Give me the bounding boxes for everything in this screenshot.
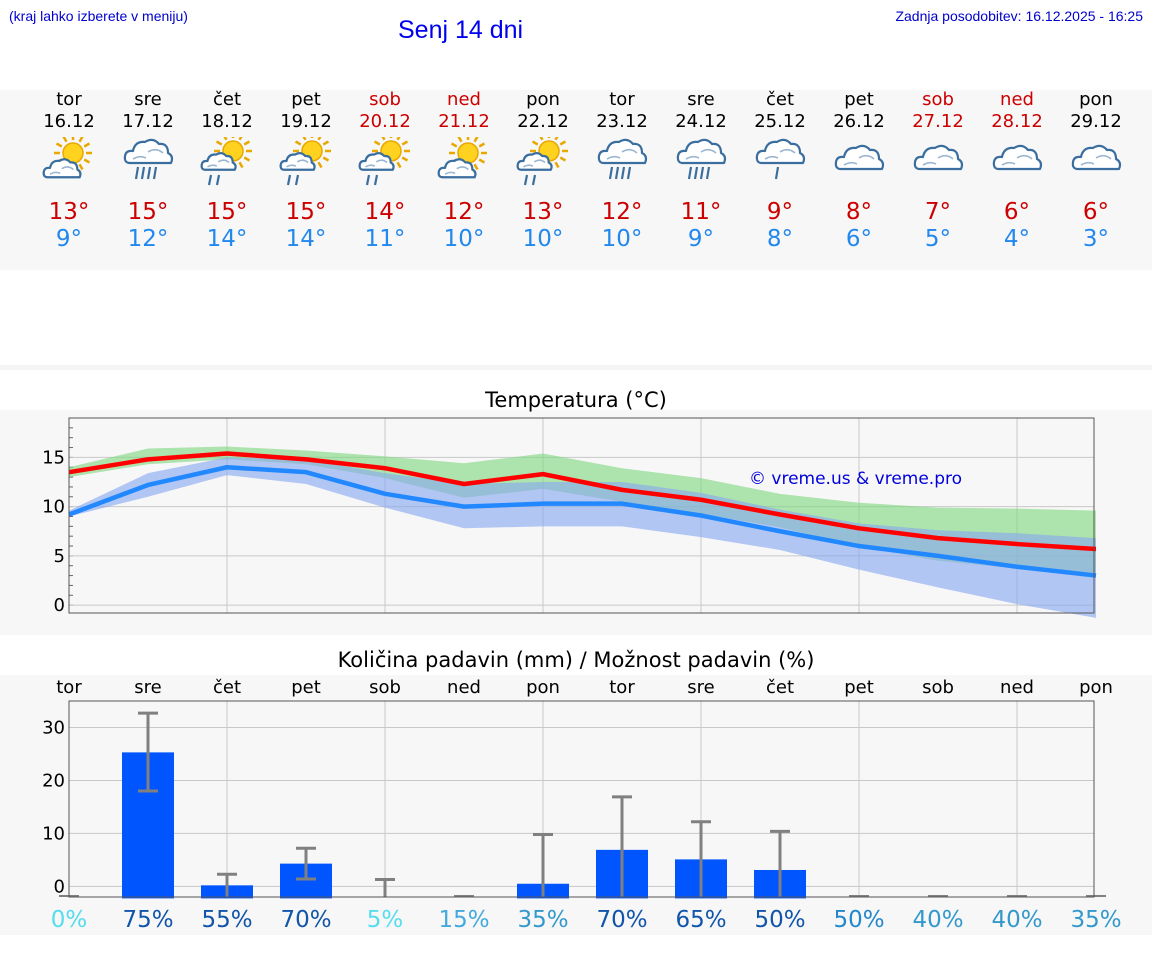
day-date: 27.12	[912, 111, 964, 132]
page-title: Senj 14 dni	[398, 16, 524, 44]
day-date: 16.12	[43, 111, 95, 132]
day-name: pet	[844, 89, 874, 110]
day-date: 22.12	[517, 111, 569, 132]
sun-cloud-rain-icon	[513, 132, 573, 191]
day-forecast: ned 21.12 12° 10°	[425, 89, 503, 259]
cloud-rain-icon	[750, 137, 810, 191]
day-date: 19.12	[280, 111, 332, 132]
day-date: 26.12	[833, 111, 885, 132]
temperature-panel	[0, 410, 1152, 635]
temp-max: 6°	[1003, 199, 1031, 225]
day-forecast: pet 26.12 8° 6°	[820, 89, 898, 259]
temp-max: 12°	[601, 199, 643, 225]
temp-min: 5°	[924, 226, 952, 252]
day-forecast: čet 25.12 9° 8°	[741, 89, 819, 259]
temp-min: 9°	[687, 226, 715, 252]
temp-min: 9°	[55, 226, 83, 252]
temp-min: 8°	[766, 226, 794, 252]
cloud-heavy-rain-icon	[118, 137, 178, 191]
day-name: ned	[447, 89, 481, 110]
location-hint: (kraj lahko izberete v meniju)	[9, 8, 188, 24]
day-date: 28.12	[991, 111, 1043, 132]
cloud-heavy-rain-icon	[671, 137, 731, 191]
cloud-heavy-rain-icon	[592, 137, 652, 191]
temp-max: 9°	[766, 199, 794, 225]
temp-min: 10°	[522, 226, 564, 252]
day-forecast: tor 16.12 13° 9°	[30, 89, 108, 259]
temp-max: 8°	[845, 199, 873, 225]
day-forecast: sre 17.12 15° 12°	[109, 89, 187, 259]
day-name: čet	[765, 89, 795, 110]
spacer-panel	[0, 365, 1152, 370]
temp-min: 12°	[127, 226, 169, 252]
day-date: 25.12	[754, 111, 806, 132]
day-forecast: ned 28.12 6° 4°	[978, 89, 1056, 259]
day-date: 18.12	[201, 111, 253, 132]
temp-min: 4°	[1003, 226, 1031, 252]
cloud-icon	[987, 137, 1047, 191]
sun-cloud-rain-icon	[355, 132, 415, 191]
day-date: 23.12	[596, 111, 648, 132]
sun-cloud-rain-icon	[197, 132, 257, 191]
day-name: sre	[134, 89, 162, 110]
cloud-icon	[1066, 137, 1126, 191]
temp-max: 15°	[285, 199, 327, 225]
temp-max: 7°	[924, 199, 952, 225]
temp-max: 12°	[443, 199, 485, 225]
temp-min: 14°	[285, 226, 327, 252]
day-forecast: pet 19.12 15° 14°	[267, 89, 345, 259]
day-date: 29.12	[1070, 111, 1122, 132]
day-name: sre	[687, 89, 715, 110]
cloud-icon	[829, 137, 889, 191]
day-forecast: sre 24.12 11° 9°	[662, 89, 740, 259]
day-forecast: tor 23.12 12° 10°	[583, 89, 661, 259]
sun-cloud-icon	[39, 134, 99, 191]
temp-min: 3°	[1082, 226, 1110, 252]
day-name: sob	[369, 89, 401, 110]
day-forecast: sob 20.12 14° 11°	[346, 89, 424, 259]
day-forecast: čet 18.12 15° 14°	[188, 89, 266, 259]
temp-max: 15°	[127, 199, 169, 225]
sun-cloud-icon	[434, 134, 494, 191]
cloud-icon	[908, 137, 968, 191]
day-date: 24.12	[675, 111, 727, 132]
day-name: tor	[609, 89, 635, 110]
temp-min: 10°	[443, 226, 485, 252]
daily-forecast-panel	[0, 90, 1152, 270]
sun-cloud-rain-icon	[276, 132, 336, 191]
temp-max: 6°	[1082, 199, 1110, 225]
temp-max: 13°	[522, 199, 564, 225]
day-name: pet	[291, 89, 321, 110]
day-name: ned	[1000, 89, 1034, 110]
day-name: pon	[526, 89, 560, 110]
day-forecast: pon 22.12 13° 10°	[504, 89, 582, 259]
temp-max: 15°	[206, 199, 248, 225]
last-updated: Zadnja posodobitev: 16.12.2025 - 16:25	[895, 8, 1143, 24]
day-date: 20.12	[359, 111, 411, 132]
precipitation-panel	[0, 675, 1152, 935]
day-name: sob	[922, 89, 954, 110]
day-forecast: pon 29.12 6° 3°	[1057, 89, 1135, 259]
day-date: 21.12	[438, 111, 490, 132]
temp-min: 11°	[364, 226, 406, 252]
temp-min: 14°	[206, 226, 248, 252]
day-name: tor	[56, 89, 82, 110]
day-name: pon	[1079, 89, 1113, 110]
precipitation-chart-title: Količina padavin (mm) / Možnost padavin …	[337, 648, 815, 672]
temp-max: 13°	[48, 199, 90, 225]
temp-min: 6°	[845, 226, 873, 252]
temp-min: 10°	[601, 226, 643, 252]
temp-max: 11°	[680, 199, 722, 225]
temperature-chart-title: Temperatura (°C)	[485, 388, 667, 412]
temp-max: 14°	[364, 199, 406, 225]
day-forecast: sob 27.12 7° 5°	[899, 89, 977, 259]
day-name: čet	[212, 89, 242, 110]
day-date: 17.12	[122, 111, 174, 132]
